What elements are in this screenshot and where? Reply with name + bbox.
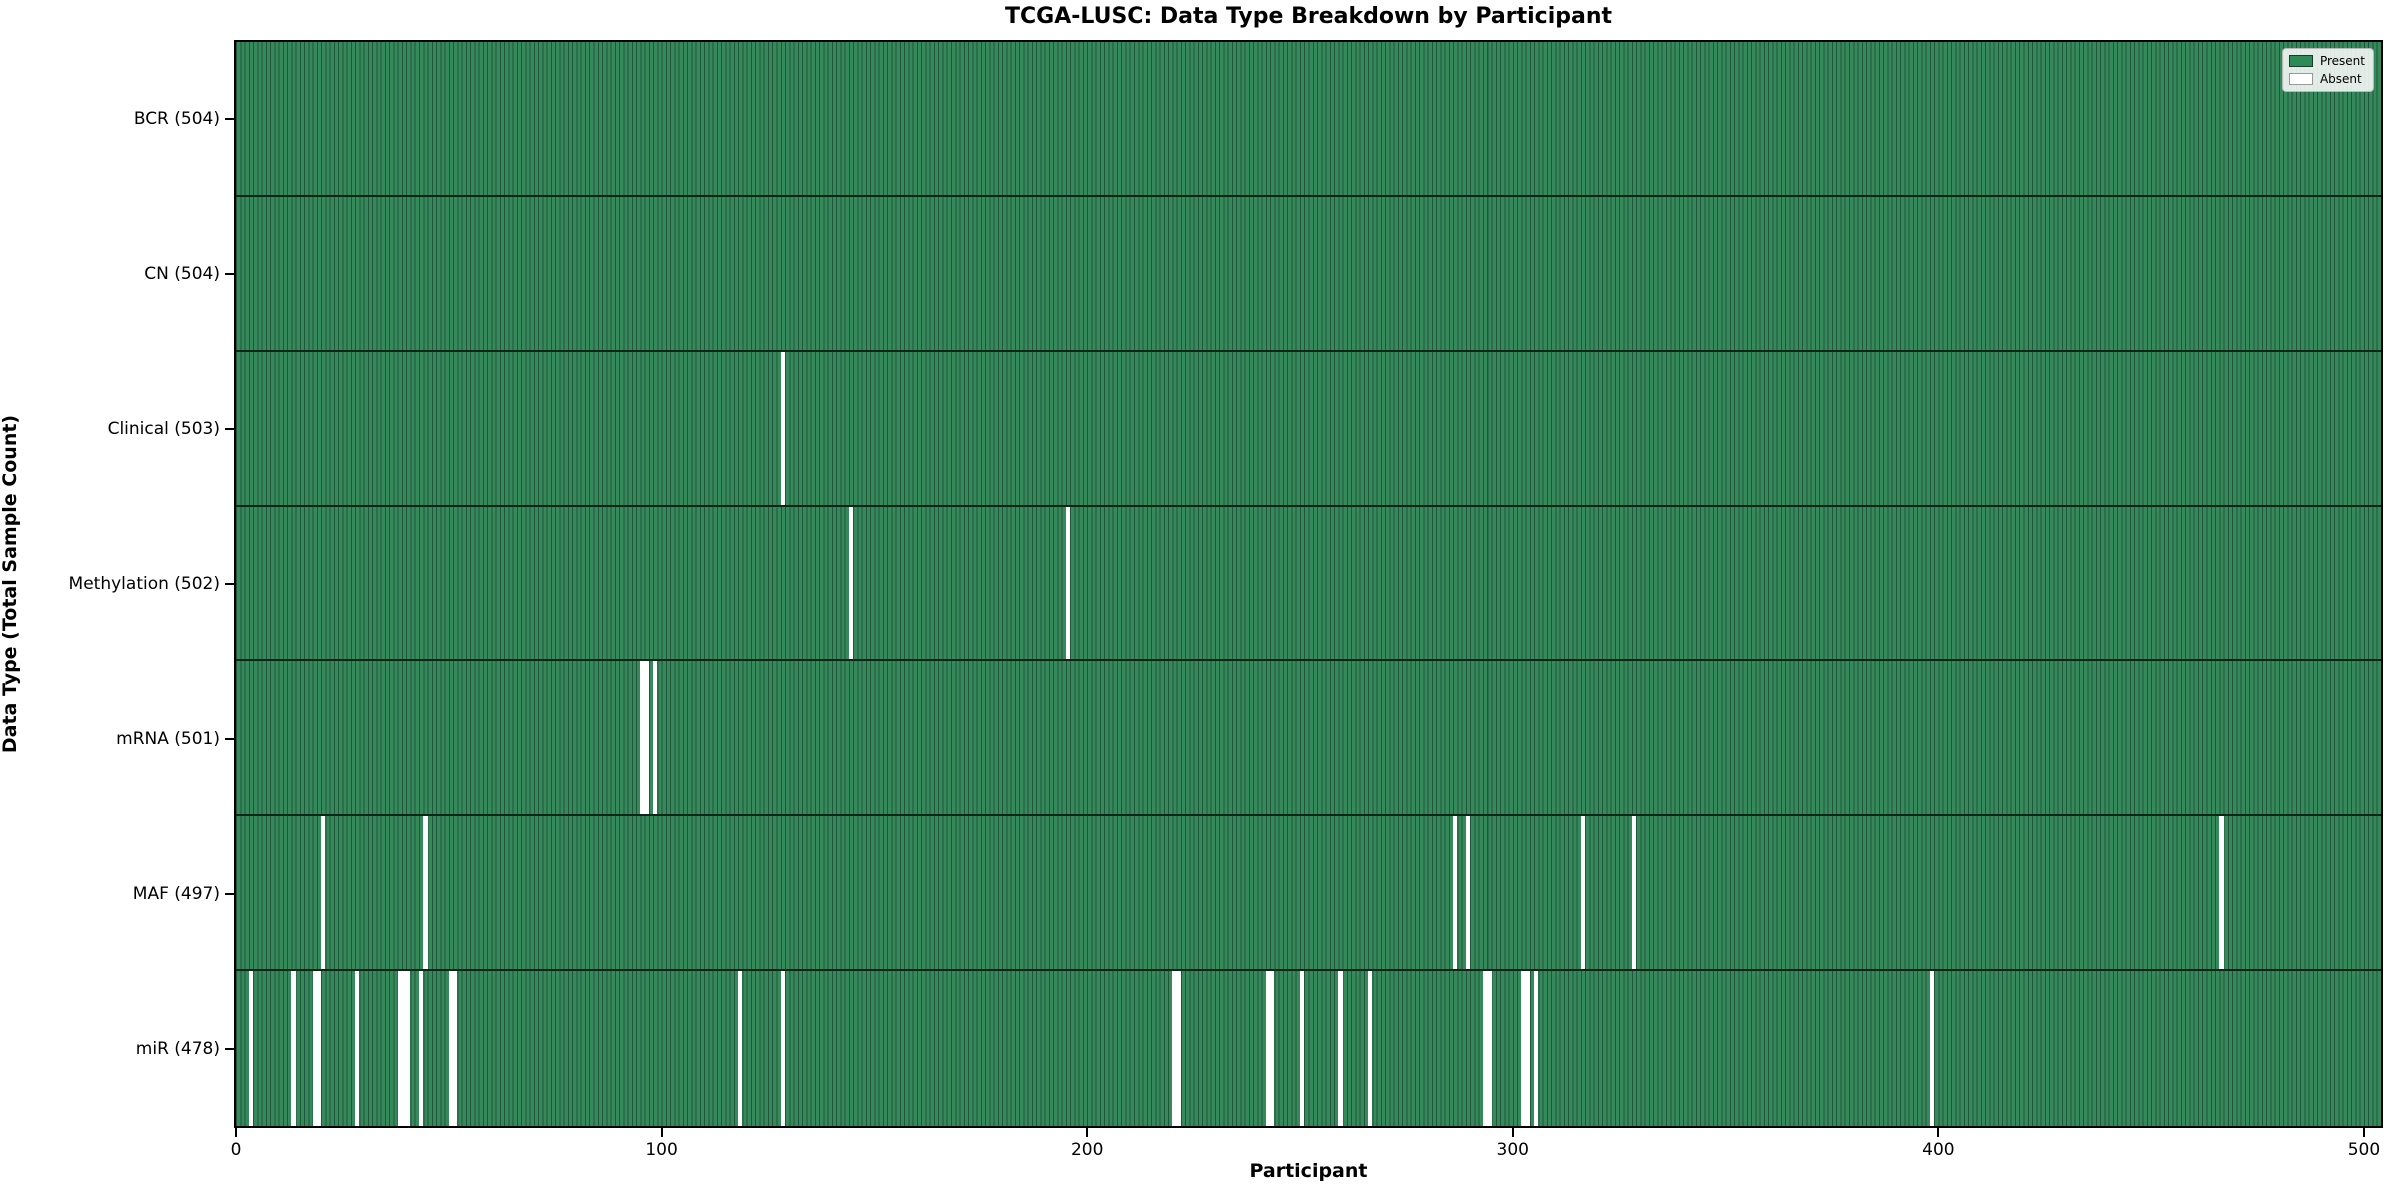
legend: Present Absent [2281,48,2374,92]
absent-bar [355,971,360,1126]
absent-bar [316,971,322,1126]
absent-bar [419,971,424,1126]
absent-bar [1299,971,1305,1126]
xtick-mark [1086,1128,1089,1137]
absent-bar [644,661,649,815]
absent-bar [780,351,785,505]
absent-bar [738,971,743,1126]
xtick-label-100: 100 [645,1140,678,1160]
absent-bar [453,971,458,1126]
legend-item-present: Present [2288,54,2365,68]
xtick-label-200: 200 [1070,1140,1104,1160]
xtick-mark [235,1128,237,1137]
ytick-label-mrna: mRNA (501) [116,728,220,749]
legend-label: Absent [2319,72,2362,86]
row-cn [236,196,2381,352]
ytick-label-mir: miR (478) [135,1038,220,1059]
absent-bar [248,971,254,1126]
absent-bar [1525,971,1530,1126]
ytick-mark [225,737,234,740]
absent-bar [1929,971,1935,1126]
absent-bar [1580,816,1586,970]
ytick-mark [225,273,234,276]
absent-bar [780,971,785,1126]
row-maf [236,816,2381,972]
xtick-label-300: 300 [1496,1140,1530,1160]
legend-swatch-present [2288,55,2313,67]
ytick-label-clinical: Clinical (503) [107,419,220,440]
absent-bar [406,971,411,1126]
absent-bar [321,816,326,970]
xtick-mark [1937,1128,1940,1137]
chart-title: TCGA-LUSC: Data Type Breakdown by Partic… [1004,4,1613,29]
ytick-label-methylation: Methylation (502) [68,574,220,594]
absent-bar [1065,506,1071,660]
xtick-mark [660,1128,663,1137]
ytick-mark [225,428,234,431]
absent-bar [448,971,454,1126]
row-methylation [236,506,2381,662]
ytick-label-maf: MAF (497) [132,883,220,904]
ytick-label-bcr: BCR (504) [133,109,220,130]
plot-area: Present Absent [234,40,2383,1128]
absent-bar [2219,816,2224,970]
xtick-mark [2362,1128,2365,1137]
absent-bar [1265,971,1271,1126]
absent-bar [1176,971,1181,1126]
absent-bar [1465,816,1471,970]
ytick-mark [225,118,234,121]
row-mir [236,971,2381,1126]
row-bcr [236,42,2381,197]
xtick-label-0: 0 [230,1140,242,1160]
row-mrna [236,661,2381,817]
absent-bar [1521,971,1526,1126]
absent-bar [1487,971,1492,1126]
absent-bar [1338,971,1343,1126]
legend-item-absent: Absent [2288,72,2365,86]
absent-bar [1534,971,1539,1126]
absent-bar [1270,971,1275,1126]
xtick-label-500: 500 [2347,1140,2381,1160]
absent-bar [1172,971,1177,1126]
ytick-mark [225,892,234,895]
absent-bar [397,971,402,1126]
absent-bar [1368,971,1373,1126]
absent-bar [291,971,296,1126]
xtick-label-400: 400 [1922,1140,1955,1160]
absent-bar [1482,971,1488,1126]
absent-bar [1631,816,1637,970]
x-axis-label: Participant [1249,1160,1368,1182]
xtick-mark [1511,1128,1514,1137]
ytick-mark [225,1047,234,1050]
absent-bar [312,971,317,1126]
row-clinical [236,351,2381,507]
legend-swatch-absent [2288,73,2313,85]
absent-bar [653,661,658,815]
absent-bar [640,661,645,815]
absent-bar [401,971,407,1126]
ytick-mark [225,583,234,585]
legend-label: Present [2319,54,2365,68]
absent-bar [848,506,854,660]
absent-bar [423,816,428,970]
absent-bar [1453,816,1458,970]
ytick-label-cn: CN (504) [144,264,220,285]
